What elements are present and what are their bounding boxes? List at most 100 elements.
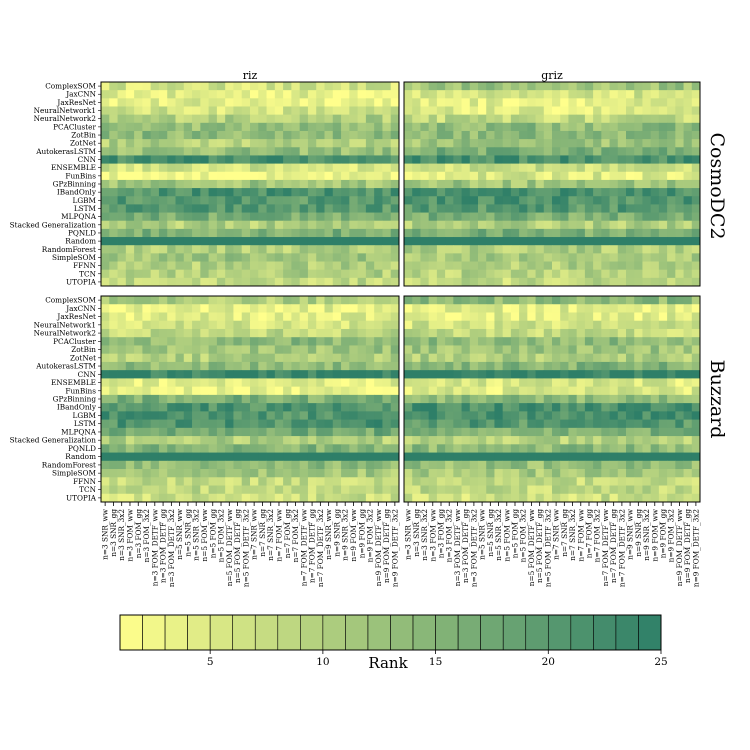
heatmap-cell <box>216 163 226 173</box>
heatmap-cell <box>626 378 635 388</box>
heatmap-cell <box>274 155 284 164</box>
method-label: Random <box>65 452 96 461</box>
heatmap-cell <box>349 370 359 379</box>
heatmap-cell <box>382 460 392 470</box>
heatmap-cell <box>510 452 520 462</box>
heatmap-cell <box>560 460 569 470</box>
heatmap-cell <box>527 452 536 462</box>
heatmap-cell <box>626 130 635 140</box>
heatmap-cell <box>543 212 553 222</box>
heatmap-cell <box>436 328 446 338</box>
method-label: TCN <box>79 269 96 278</box>
heatmap-cell <box>658 179 668 189</box>
heatmap-cell <box>527 394 536 404</box>
heatmap-cell <box>494 361 504 371</box>
heatmap-cell <box>390 337 400 346</box>
heatmap-cell <box>341 370 350 379</box>
heatmap-cell <box>307 98 317 107</box>
heatmap-cell <box>510 403 520 412</box>
heatmap-cell <box>324 493 334 503</box>
heatmap-cell <box>453 171 462 181</box>
heatmap-cell <box>675 394 684 404</box>
heatmap-cell <box>299 130 309 140</box>
heatmap-cell <box>134 460 143 470</box>
heatmap-cell <box>167 98 176 107</box>
heatmap-cell <box>428 394 438 404</box>
heatmap-cell <box>216 304 226 313</box>
heatmap-cell <box>299 403 309 412</box>
heatmap-cell <box>150 253 160 262</box>
heatmap-cell <box>341 444 350 453</box>
heatmap-cell <box>365 378 375 388</box>
heatmap-cell <box>241 394 251 404</box>
heatmap-cell <box>478 163 487 173</box>
heatmap-cell <box>175 98 185 107</box>
heatmap-cell <box>412 204 421 213</box>
heatmap-cell <box>650 460 660 470</box>
heatmap-cell <box>357 253 367 262</box>
method-label: TCN <box>79 485 96 494</box>
heatmap-cell <box>307 212 317 222</box>
heatmap-cell <box>307 130 317 140</box>
heatmap-cell <box>576 452 586 462</box>
heatmap-cell <box>584 452 594 462</box>
heatmap-cell <box>142 304 152 313</box>
heatmap-cell <box>478 378 487 388</box>
heatmap-cell <box>412 253 421 262</box>
heatmap-cell <box>543 477 553 486</box>
heatmap-cell <box>601 122 610 132</box>
heatmap-cell <box>390 419 400 429</box>
heatmap-cell <box>543 386 553 396</box>
heatmap-cell <box>478 394 487 404</box>
heatmap-cell <box>266 378 276 388</box>
heatmap-cell <box>461 304 471 313</box>
heatmap-cell <box>683 98 693 107</box>
heatmap-cell <box>601 469 610 478</box>
heatmap-cell <box>461 469 471 478</box>
heatmap-cell <box>667 130 676 140</box>
heatmap-cell <box>365 98 375 107</box>
heatmap-cell <box>125 452 135 462</box>
heatmap-cell <box>299 106 309 116</box>
heatmap-cell <box>158 237 168 246</box>
heatmap-cell <box>543 444 553 453</box>
heatmap-cell <box>341 353 350 363</box>
heatmap-cell <box>349 477 359 486</box>
heatmap-cell <box>453 245 462 254</box>
heatmap-cell <box>601 493 610 503</box>
heatmap-cell <box>299 188 309 197</box>
heatmap-cell <box>626 304 635 313</box>
heatmap-cell <box>535 427 545 437</box>
heatmap-cell <box>560 353 569 363</box>
heatmap-cell <box>266 345 276 355</box>
heatmap-cell <box>316 245 325 254</box>
heatmap-cell <box>584 106 594 116</box>
heatmap-cell <box>560 261 569 271</box>
heatmap-cell <box>357 469 367 478</box>
heatmap-cell <box>332 370 342 379</box>
heatmap-cell <box>428 204 438 213</box>
heatmap-cell <box>274 245 284 254</box>
heatmap-cell <box>101 155 110 164</box>
heatmap-cell <box>436 277 446 287</box>
heatmap-cell <box>617 147 627 156</box>
heatmap-cell <box>216 139 226 148</box>
heatmap-cell <box>667 460 676 470</box>
metric-label: n=5 FOM_DETF_ww <box>225 508 234 586</box>
heatmap-cell <box>341 460 350 470</box>
heatmap-cell <box>404 179 413 189</box>
heatmap-cell <box>445 361 454 371</box>
heatmap-cell <box>266 171 276 181</box>
method-label: GPzBinning <box>53 395 97 404</box>
heatmap-cell <box>192 427 201 437</box>
heatmap-cell <box>283 261 292 271</box>
heatmap-cell <box>307 427 317 437</box>
heatmap-cell <box>357 477 367 486</box>
metric-labels: n=3 SNR_ww n=3 SNR_gg n=3 SNR_3x2 n=3 FOM_w… <box>101 508 701 587</box>
heatmap-cell <box>691 269 701 279</box>
heatmap-cell <box>192 106 201 116</box>
heatmap-cell <box>527 90 536 99</box>
heatmap-cell <box>274 188 284 197</box>
heatmap-cell <box>494 469 504 478</box>
heatmap-cell <box>552 237 561 246</box>
